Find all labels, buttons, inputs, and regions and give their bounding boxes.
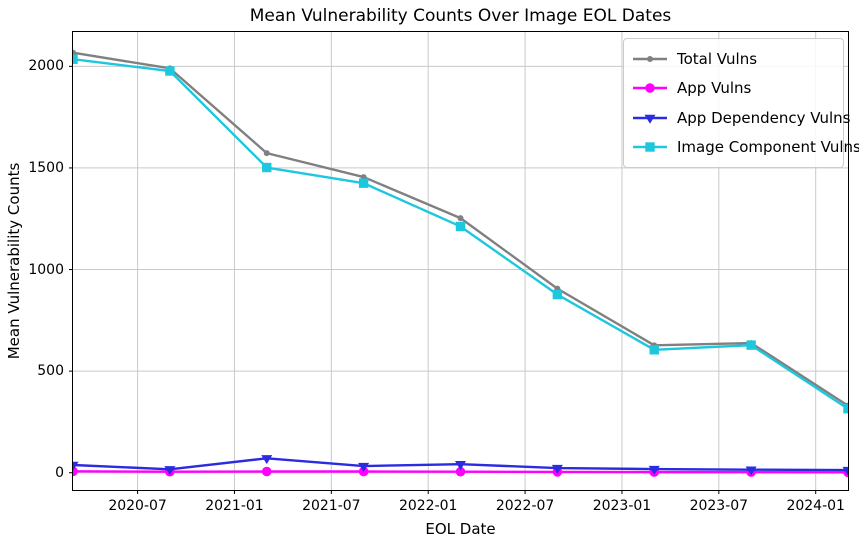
y-tick-label: 500 <box>37 363 64 380</box>
x-tick-label: 2023-07 <box>689 498 749 514</box>
triangle-down-marker <box>648 465 660 475</box>
circle-small-marker <box>72 49 76 56</box>
circle-small-marker <box>457 215 464 222</box>
legend-swatch-circle <box>633 83 667 94</box>
legend-item-label: App Vulns <box>677 79 752 98</box>
x-tick-label: 2024-01 <box>786 498 845 514</box>
series-app-dependency-vulns <box>72 455 849 476</box>
triangle-down-marker <box>745 466 757 476</box>
square-marker <box>843 404 849 414</box>
legend-item-total-vulns: Total Vulns <box>632 45 835 72</box>
triangle-down-marker <box>551 464 563 474</box>
circle-small-marker <box>647 55 653 62</box>
y-tick-label: 0 <box>55 464 64 481</box>
triangle-down-marker <box>261 455 273 465</box>
legend-item-label: App Dependency Vulns <box>677 108 851 127</box>
square-marker <box>262 162 272 173</box>
square-marker <box>165 66 175 76</box>
y-tick-label: 1500 <box>28 159 64 176</box>
legend-item-label: Total Vulns <box>677 49 758 68</box>
series-image-component-vulns <box>72 54 849 414</box>
x-axis-label: EOL Date <box>425 520 496 538</box>
legend-item-image-component-vulns: Image Component Vulns <box>632 134 859 161</box>
legend-item-label: Image Component Vulns <box>677 138 859 157</box>
circle-marker <box>261 466 272 477</box>
legend-swatch-circle-small <box>633 55 667 62</box>
triangle-down-marker <box>358 462 370 472</box>
legend: Total Vulns App Vulns App Dependency Vulns… <box>623 38 859 168</box>
square-marker <box>552 289 563 300</box>
square-marker <box>649 345 659 355</box>
tick-marks <box>69 65 817 494</box>
circle-small-marker <box>263 150 270 157</box>
legend-item-app-vulns: App Vulns <box>632 75 835 102</box>
triangle-down-marker <box>164 466 176 476</box>
triangle-down-marker <box>644 114 656 124</box>
x-tick-label: 2021-07 <box>302 498 361 514</box>
triangle-down-marker <box>72 461 79 471</box>
legend-swatch-triangle-down <box>633 114 667 124</box>
square-marker <box>645 142 655 152</box>
square-marker <box>746 340 756 350</box>
x-tick-label: 2020-07 <box>108 498 167 514</box>
square-marker <box>358 178 369 188</box>
x-tick-label: 2022-01 <box>398 498 458 514</box>
legend-swatch-square <box>633 142 667 152</box>
axes-spines <box>72 31 849 491</box>
circle-marker <box>645 83 655 94</box>
y-tick-label: 2000 <box>28 58 64 75</box>
triangle-down-marker <box>842 466 849 476</box>
circle-marker <box>455 466 466 477</box>
square-marker <box>455 221 466 232</box>
square-marker <box>72 54 78 64</box>
chart-title: Mean Vulnerability Counts Over Image EOL… <box>249 6 672 26</box>
triangle-down-marker <box>455 460 466 470</box>
legend-item-app-dependency-vulns: App Dependency Vulns <box>632 104 851 131</box>
x-tick-label: 2022-07 <box>495 498 555 514</box>
x-tick-label: 2023-01 <box>592 498 652 514</box>
x-tick-label: 2021-01 <box>205 498 264 514</box>
y-tick-label: 1000 <box>28 261 64 278</box>
